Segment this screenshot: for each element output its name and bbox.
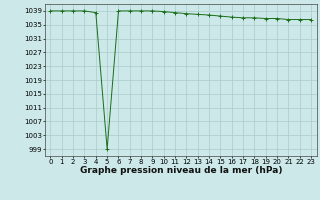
X-axis label: Graphe pression niveau de la mer (hPa): Graphe pression niveau de la mer (hPa)	[80, 166, 282, 175]
